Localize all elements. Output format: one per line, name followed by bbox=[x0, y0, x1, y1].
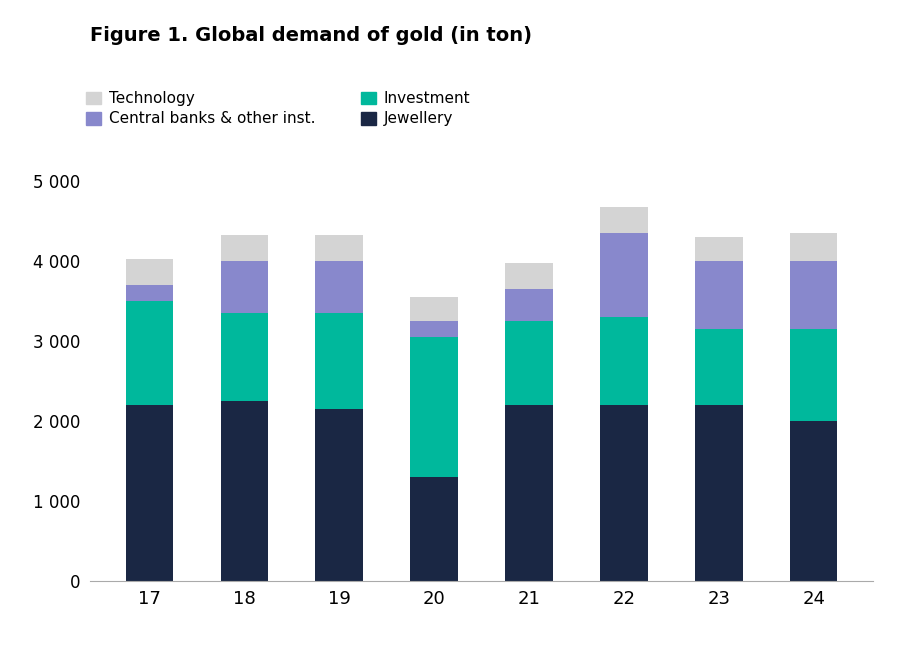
Bar bbox=[220, 261, 268, 313]
Bar bbox=[315, 313, 363, 408]
Bar bbox=[505, 321, 553, 404]
Bar bbox=[790, 233, 837, 261]
Bar bbox=[695, 261, 742, 328]
Bar bbox=[505, 263, 553, 288]
Bar bbox=[410, 337, 458, 477]
Bar bbox=[315, 235, 363, 261]
Bar bbox=[315, 261, 363, 313]
Bar bbox=[600, 317, 648, 404]
Legend: Technology, Central banks & other inst., Investment, Jewellery: Technology, Central banks & other inst.,… bbox=[79, 85, 477, 133]
Bar bbox=[505, 404, 553, 580]
Bar bbox=[126, 404, 173, 580]
Bar bbox=[126, 259, 173, 284]
Bar bbox=[220, 235, 268, 261]
Bar bbox=[600, 233, 648, 317]
Bar bbox=[126, 301, 173, 404]
Bar bbox=[220, 401, 268, 580]
Bar bbox=[315, 408, 363, 580]
Bar bbox=[695, 404, 742, 580]
Bar bbox=[410, 321, 458, 337]
Bar bbox=[695, 328, 742, 404]
Bar bbox=[790, 261, 837, 328]
Text: Figure 1. Global demand of gold (in ton): Figure 1. Global demand of gold (in ton) bbox=[90, 26, 532, 45]
Bar bbox=[220, 313, 268, 401]
Bar bbox=[600, 207, 648, 233]
Bar bbox=[790, 328, 837, 421]
Bar bbox=[790, 421, 837, 580]
Bar bbox=[505, 288, 553, 321]
Bar bbox=[695, 237, 742, 261]
Bar bbox=[126, 284, 173, 301]
Bar bbox=[600, 404, 648, 580]
Bar bbox=[410, 297, 458, 321]
Bar bbox=[410, 477, 458, 580]
